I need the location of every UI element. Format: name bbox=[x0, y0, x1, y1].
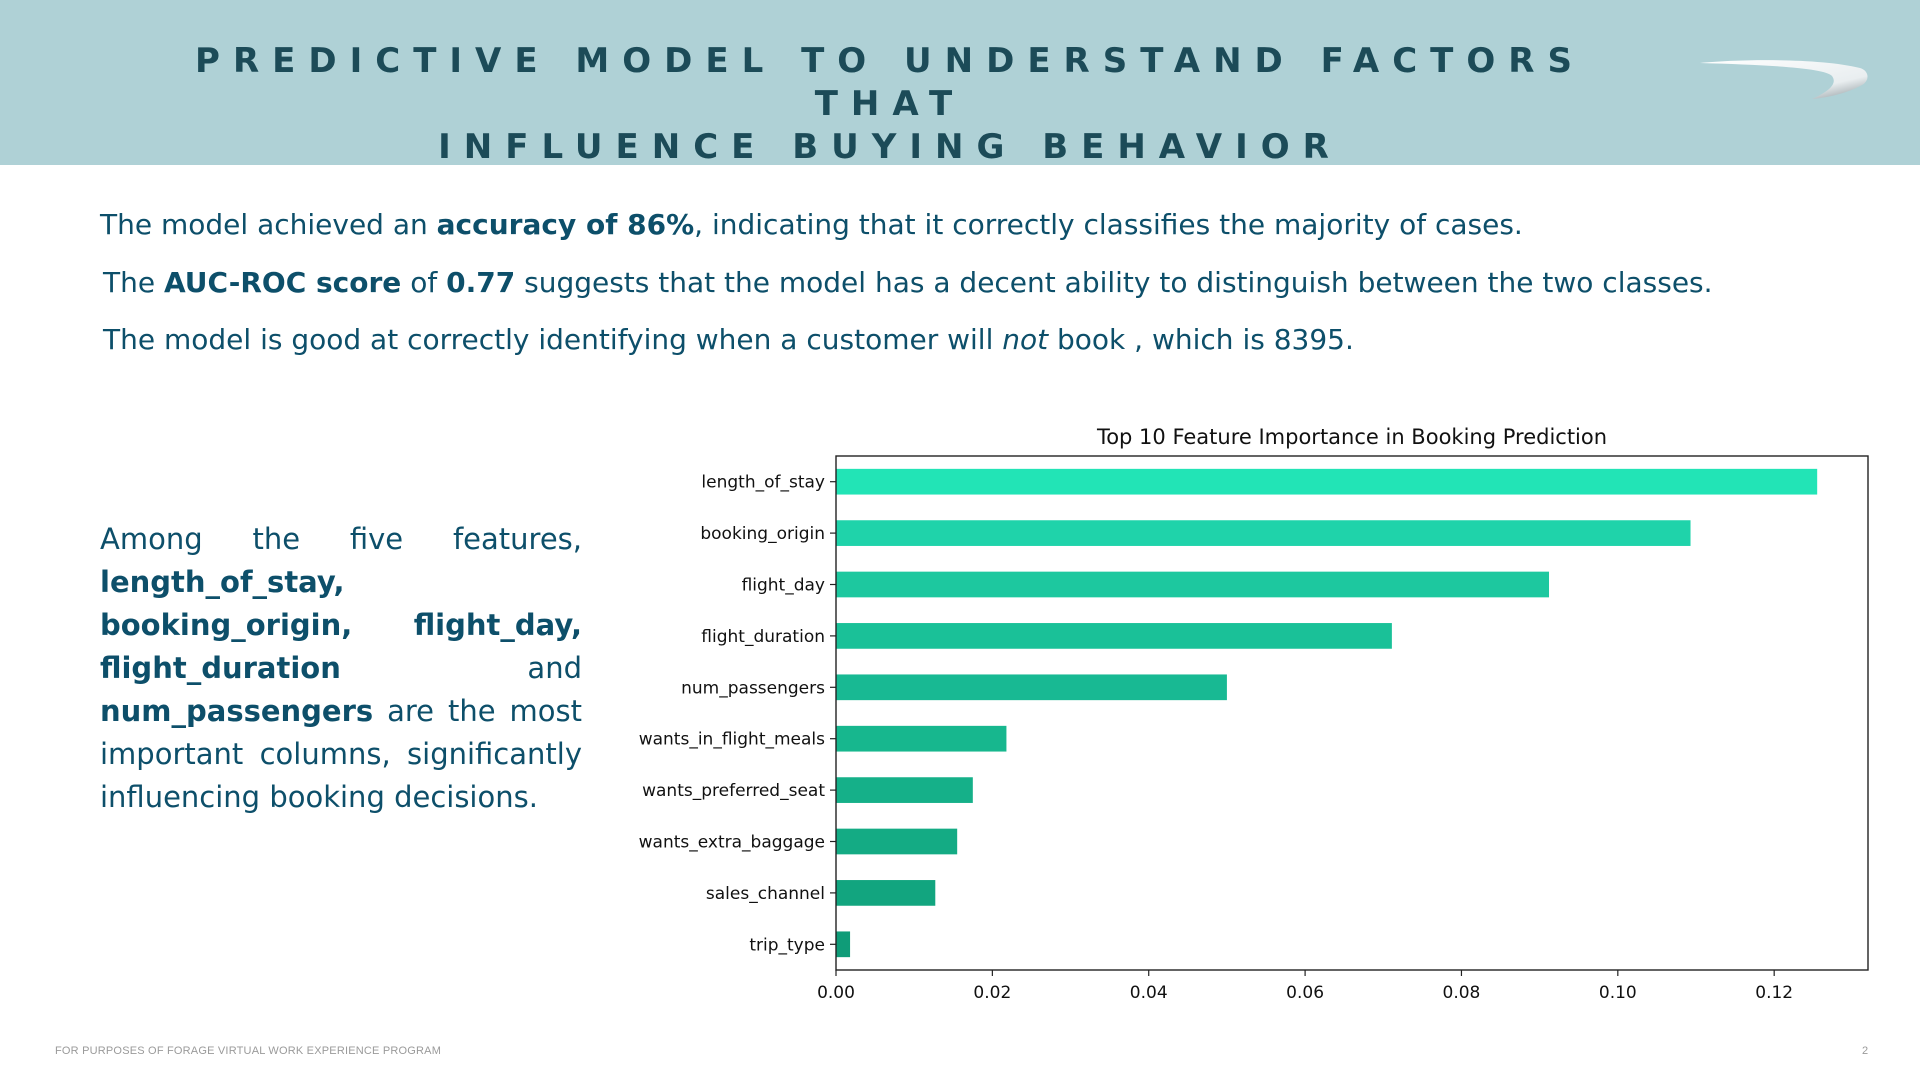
y-tick-label: wants_in_flight_meals bbox=[639, 730, 825, 750]
statement-auc-text: The bbox=[103, 266, 164, 299]
x-tick-label: 0.04 bbox=[1130, 983, 1168, 1003]
footer-note: FOR PURPOSES OF FORAGE VIRTUAL WORK EXPE… bbox=[55, 1045, 442, 1057]
auc-value: 0.77 bbox=[446, 266, 516, 299]
x-tick-label: 0.10 bbox=[1599, 983, 1637, 1003]
y-tick-label: trip_type bbox=[749, 935, 825, 955]
statement-not-book-text: The model is good at correctly identifyi… bbox=[103, 323, 1003, 356]
bar-wants-preferred-seat bbox=[836, 777, 973, 803]
bar-sales-channel bbox=[836, 880, 936, 906]
auc-label: AUC-ROC score bbox=[163, 266, 402, 299]
y-tick-label: wants_extra_baggage bbox=[639, 833, 825, 853]
y-tick-label: length_of_stay bbox=[701, 473, 825, 493]
bar-wants-extra-baggage bbox=[836, 828, 958, 855]
y-tick-label: wants_preferred_seat bbox=[642, 781, 825, 801]
bar-booking-origin bbox=[836, 520, 1691, 546]
statement-not-book-emphasis: not bbox=[1002, 323, 1049, 356]
y-tick-label: flight_duration bbox=[701, 627, 825, 647]
summary-intro: Among the five features, bbox=[100, 522, 582, 556]
statement-not-book-text-end: book , which is 8395. bbox=[1048, 323, 1354, 356]
statement-auc: The AUC-ROC score of 0.77 suggests that … bbox=[103, 266, 1713, 299]
bar-wants-in-flight-meals bbox=[836, 725, 1007, 752]
summary-outro: are the most important columns, signific… bbox=[100, 694, 582, 814]
page-title-line-1: PREDICTIVE MODEL TO UNDERSTAND FACTORS T… bbox=[195, 41, 1585, 124]
feature-flight-duration: flight_duration bbox=[100, 651, 341, 685]
y-tick-label: num_passengers bbox=[681, 678, 825, 698]
feature-summary-paragraph: Among the five features, length_of_stay,… bbox=[100, 518, 582, 819]
feature-flight-day: flight_day, bbox=[413, 608, 582, 642]
feature-importance-chart: Top 10 Feature Importance in Booking Pre… bbox=[639, 425, 1869, 1003]
bar-length-of-stay bbox=[836, 468, 1818, 495]
header-banner bbox=[0, 0, 1920, 165]
statement-auc-text-mid: of bbox=[401, 266, 447, 299]
y-tick-label: sales_channel bbox=[706, 884, 825, 904]
bar-trip-type bbox=[836, 931, 851, 958]
chart-title: Top 10 Feature Importance in Booking Pre… bbox=[1096, 425, 1607, 449]
summary-and: and bbox=[340, 651, 582, 685]
x-tick-label: 0.02 bbox=[973, 983, 1011, 1003]
statement-accuracy-text: The model achieved an bbox=[100, 208, 437, 241]
page-number: 2 bbox=[1862, 1045, 1869, 1057]
feature-booking-origin: booking_origin, bbox=[100, 608, 353, 642]
statement-auc-text-end: suggests that the model has a decent abi… bbox=[515, 266, 1713, 299]
y-tick-label: flight_day bbox=[742, 576, 825, 596]
accuracy-value: accuracy of 86% bbox=[436, 208, 695, 241]
x-tick-label: 0.12 bbox=[1755, 983, 1793, 1003]
y-tick-label: booking_origin bbox=[700, 524, 825, 544]
bar-flight-duration bbox=[836, 623, 1392, 649]
bar-flight-day bbox=[836, 571, 1550, 598]
bar-num-passengers bbox=[836, 674, 1227, 701]
x-tick-label: 0.06 bbox=[1286, 983, 1324, 1003]
statement-accuracy: The model achieved an accuracy of 86%, i… bbox=[100, 208, 1523, 241]
feature-num-passengers: num_passengers bbox=[100, 694, 374, 728]
statement-not-book: The model is good at correctly identifyi… bbox=[103, 323, 1354, 356]
statement-accuracy-text-end: , indicating that it correctly classifie… bbox=[694, 208, 1523, 241]
plot-frame bbox=[835, 455, 1869, 971]
x-tick-label: 0.00 bbox=[817, 983, 855, 1003]
x-tick-label: 0.08 bbox=[1443, 983, 1481, 1003]
speedmarque-logo-icon bbox=[1700, 60, 1868, 99]
page-title: PREDICTIVE MODEL TO UNDERSTAND FACTORS T… bbox=[140, 40, 1640, 169]
page-title-line-2: INFLUENCE BUYING BEHAVIOR bbox=[438, 127, 1342, 167]
feature-length-of-stay: length_of_stay, bbox=[100, 565, 345, 599]
